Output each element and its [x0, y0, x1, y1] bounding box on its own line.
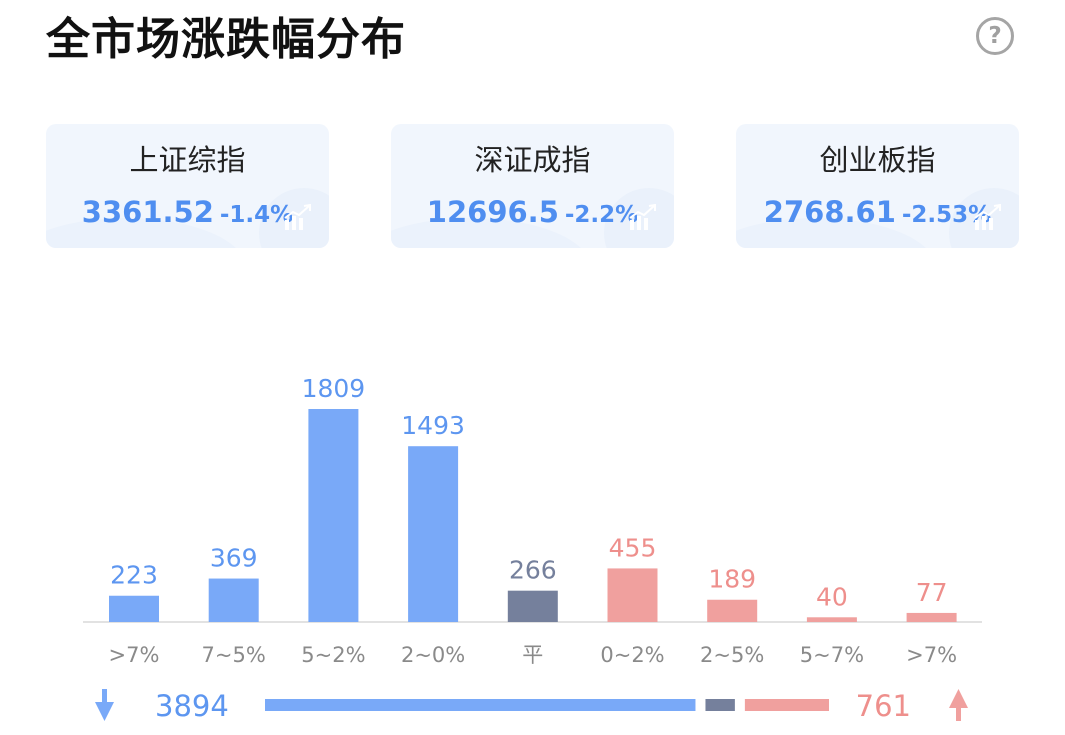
bar-value-label-5: 455 — [609, 533, 657, 562]
flat-ratio-bar — [705, 699, 735, 711]
index-card-sz[interactable]: 深证成指 12696.5 -2.2% — [391, 124, 674, 248]
index-card-sh[interactable]: 上证综指 3361.52 -1.4% — [46, 124, 329, 248]
bar-value-label-2: 1809 — [302, 374, 366, 403]
up-total-count: 761 — [856, 689, 911, 723]
bar-value-label-3: 1493 — [401, 411, 465, 440]
x-tick-label-3: 2~0% — [401, 643, 465, 667]
bar-2[interactable] — [308, 409, 359, 622]
index-name: 深证成指 — [474, 143, 591, 177]
bar-value-label-6: 189 — [708, 565, 756, 594]
x-tick-label-6: 2~5% — [700, 643, 764, 667]
help-icon[interactable]: ? — [976, 17, 1014, 55]
bar-value-label-7: 40 — [816, 582, 848, 611]
index-change: -1.4% — [219, 202, 294, 228]
up-arrow-icon — [949, 689, 968, 721]
index-change: -2.2% — [564, 202, 639, 228]
index-name: 创业板指 — [819, 143, 936, 177]
bar-0[interactable] — [109, 595, 159, 622]
trend-chart-icon — [629, 204, 656, 230]
index-value: 2768.61 — [763, 195, 896, 229]
index-value-row: 2768.61 -2.53% — [736, 192, 1019, 237]
x-tick-label-0: >7% — [109, 643, 160, 667]
trend-chart-icon — [974, 204, 1001, 230]
index-name: 上证综指 — [129, 143, 246, 177]
up-ratio-bar — [744, 699, 829, 711]
bar-1[interactable] — [208, 578, 259, 622]
index-value: 12696.5 — [426, 195, 559, 229]
bar-7[interactable] — [806, 617, 857, 622]
down-ratio-bar — [265, 699, 696, 711]
x-tick-label-2: 5~2% — [301, 643, 365, 667]
index-card-cyb[interactable]: 创业板指 2768.61 -2.53% — [736, 124, 1019, 248]
x-tick-label-7: 5~7% — [800, 643, 864, 667]
bar-value-label-8: 77 — [916, 578, 948, 607]
x-tick-label-8: >7% — [906, 643, 957, 667]
x-tick-label-1: 7~5% — [202, 643, 266, 667]
trend-chart-icon — [284, 204, 311, 230]
bar-5[interactable] — [607, 568, 658, 622]
bar-3[interactable] — [408, 446, 459, 622]
down-arrow-icon — [95, 689, 114, 721]
page-title: 全市场涨跌幅分布 — [46, 14, 406, 65]
x-tick-label-4: 平 — [522, 643, 543, 667]
bar-6[interactable] — [707, 599, 758, 622]
bar-value-label-0: 223 — [110, 561, 158, 590]
down-total-count: 3894 — [155, 689, 229, 723]
bar-value-label-1: 369 — [210, 544, 258, 573]
index-value: 3361.52 — [81, 195, 214, 229]
bar-8[interactable] — [906, 612, 957, 622]
index-value-row: 3361.52 -1.4% — [46, 192, 329, 237]
index-value-row: 12696.5 -2.2% — [391, 192, 674, 237]
bar-4[interactable] — [507, 590, 558, 622]
bar-value-label-4: 266 — [509, 556, 557, 585]
x-tick-label-5: 0~2% — [600, 643, 664, 667]
